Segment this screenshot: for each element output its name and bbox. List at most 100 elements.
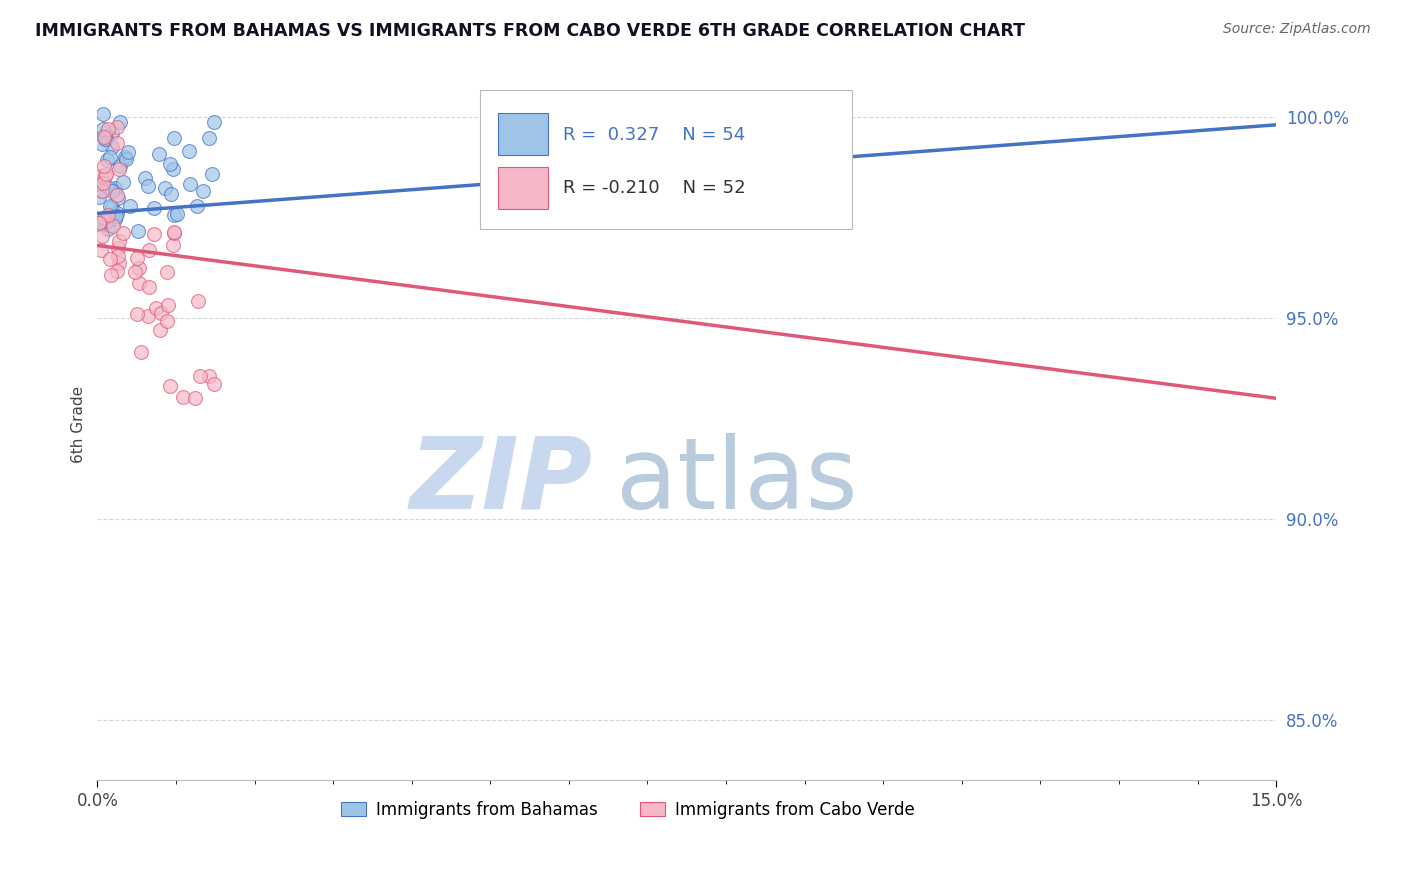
Point <box>94 132 117 146</box>
Point <box>98 150 121 164</box>
Point <box>105 120 128 134</box>
Text: R =  0.327    N = 54: R = 0.327 N = 54 <box>562 126 745 144</box>
Point <box>117 145 139 160</box>
Point <box>138 243 160 257</box>
Point <box>128 277 150 291</box>
Point <box>186 199 208 213</box>
Point <box>91 107 114 121</box>
Point <box>198 131 221 145</box>
Point <box>162 237 184 252</box>
Point <box>162 161 184 176</box>
Point <box>183 391 205 405</box>
Point <box>124 265 146 279</box>
Point <box>103 181 125 195</box>
Point <box>97 180 120 194</box>
Point <box>94 169 117 183</box>
Point <box>93 160 115 174</box>
Point <box>91 217 114 231</box>
Point <box>166 207 188 221</box>
Point <box>188 368 211 383</box>
Point <box>100 268 122 282</box>
Point <box>138 280 160 294</box>
Point <box>125 251 148 265</box>
Text: atlas: atlas <box>616 433 858 530</box>
Point <box>108 256 131 270</box>
Point <box>94 167 117 181</box>
Point <box>91 185 114 199</box>
Point <box>163 226 186 240</box>
Point <box>107 191 129 205</box>
Point <box>87 216 110 230</box>
Point <box>97 221 120 235</box>
Point <box>148 146 170 161</box>
Point <box>134 170 156 185</box>
Point <box>97 209 120 223</box>
Point <box>90 243 112 257</box>
Point <box>177 144 200 158</box>
Point <box>127 224 149 238</box>
Text: ZIP: ZIP <box>409 433 592 530</box>
Point <box>105 188 128 202</box>
Point <box>114 151 136 165</box>
Point <box>163 131 186 145</box>
Point <box>91 137 114 152</box>
Point <box>187 293 209 308</box>
Point <box>127 307 149 321</box>
Point <box>136 309 159 323</box>
Point <box>91 213 114 227</box>
Point <box>101 184 124 198</box>
Point <box>156 265 179 279</box>
Point <box>172 390 194 404</box>
Point <box>111 175 134 189</box>
Point <box>129 345 152 359</box>
Text: IMMIGRANTS FROM BAHAMAS VS IMMIGRANTS FROM CABO VERDE 6TH GRADE CORRELATION CHAR: IMMIGRANTS FROM BAHAMAS VS IMMIGRANTS FR… <box>35 22 1025 40</box>
Point <box>145 301 167 315</box>
Point <box>201 168 224 182</box>
Point <box>156 314 179 328</box>
Legend: Immigrants from Bahamas, Immigrants from Cabo Verde: Immigrants from Bahamas, Immigrants from… <box>335 794 921 825</box>
Point <box>105 136 128 151</box>
FancyBboxPatch shape <box>481 90 852 228</box>
Point <box>107 161 129 176</box>
Text: R = -0.210    N = 52: R = -0.210 N = 52 <box>562 179 745 197</box>
Point <box>163 208 186 222</box>
Text: Source: ZipAtlas.com: Source: ZipAtlas.com <box>1223 22 1371 37</box>
Point <box>143 227 166 241</box>
Point <box>93 211 115 226</box>
Point <box>160 186 183 201</box>
Point <box>105 206 128 220</box>
Point <box>107 234 129 248</box>
Point <box>202 376 225 391</box>
Point <box>107 241 129 255</box>
Point <box>128 260 150 275</box>
Point <box>159 157 181 171</box>
Point <box>156 298 179 312</box>
Point <box>191 184 214 198</box>
Point <box>105 209 128 223</box>
Point <box>91 176 114 190</box>
Point <box>93 128 115 143</box>
FancyBboxPatch shape <box>498 113 547 155</box>
Point <box>90 229 112 244</box>
Point <box>91 185 114 199</box>
Point <box>155 181 177 195</box>
Point <box>91 121 114 136</box>
Point <box>96 153 118 167</box>
Point <box>110 159 132 173</box>
Point <box>101 219 124 233</box>
Point <box>105 264 128 278</box>
Point <box>96 213 118 227</box>
Point <box>107 248 129 262</box>
Point <box>97 121 120 136</box>
Point <box>94 132 117 146</box>
Point <box>149 323 172 337</box>
Point <box>98 252 121 267</box>
Point <box>111 226 134 240</box>
Point <box>101 140 124 154</box>
Point <box>179 178 201 192</box>
Point <box>115 153 138 167</box>
Point <box>198 368 221 383</box>
Point <box>89 177 111 191</box>
Point <box>101 126 124 140</box>
Point <box>143 201 166 215</box>
